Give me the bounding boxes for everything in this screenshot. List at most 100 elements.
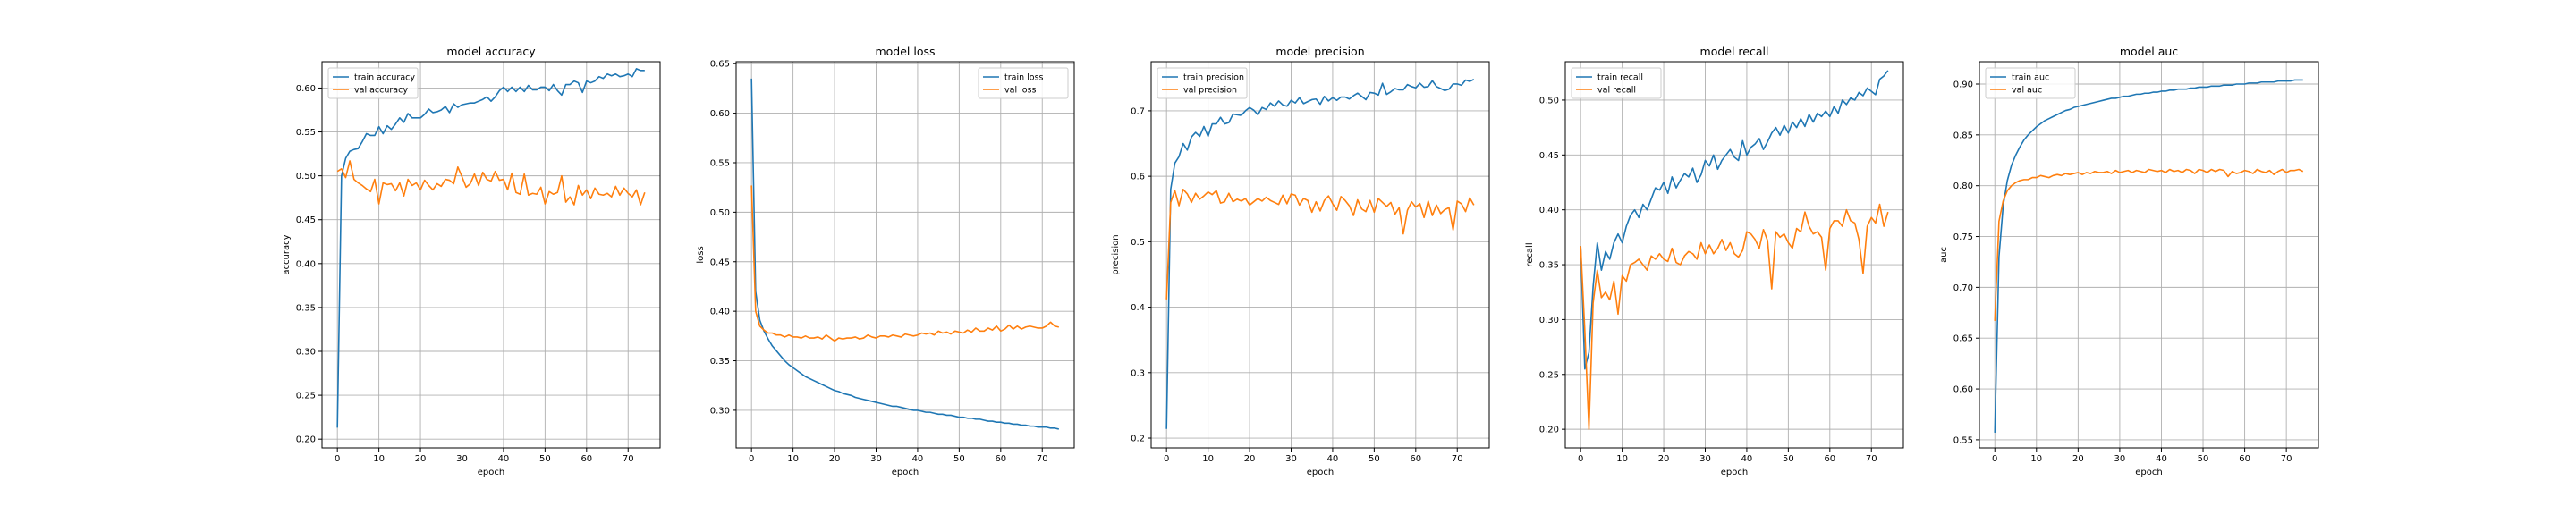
legend: train accuracy val accuracy <box>327 67 419 99</box>
x-tick-label: 70 <box>1037 454 1048 464</box>
x-axis-label: epoch <box>1307 468 1334 477</box>
y-tick-label: 0.45 <box>296 215 316 225</box>
series-line-val-recall <box>1580 203 1889 430</box>
series-line-val-precision <box>1165 188 1475 300</box>
x-tick-label: 50 <box>1783 454 1794 464</box>
series-line-train-recall <box>1580 70 1889 370</box>
x-tick-label: 0 <box>1992 454 1997 464</box>
legend-entry: val precision <box>1183 86 1237 96</box>
y-tick-label: 0.30 <box>1539 316 1559 325</box>
y-tick-label: 0.45 <box>710 258 730 267</box>
y-tick-label: 0.60 <box>296 84 316 94</box>
x-tick-label: 60 <box>1824 454 1835 464</box>
chart-title: model accuracy <box>446 45 536 58</box>
legend-box <box>1985 67 2076 99</box>
x-axis-label: epoch <box>892 468 919 477</box>
chart-title: model loss <box>875 45 935 58</box>
legend-box <box>1571 67 1662 99</box>
x-tick-label: 10 <box>2030 454 2042 464</box>
x-tick-label: 50 <box>1368 454 1380 464</box>
legend-entry: val auc <box>2012 86 2042 96</box>
legend: train precision val precision <box>1157 67 1248 99</box>
y-axis-label: accuracy <box>282 234 292 274</box>
y-tick-label: 0.90 <box>1953 80 1973 90</box>
y-tick-label: 0.3 <box>1131 368 1145 378</box>
legend-entry: train precision <box>1183 73 1244 83</box>
y-tick-label: 0.6 <box>1131 173 1145 182</box>
x-tick-label: 0 <box>749 454 754 464</box>
x-tick-label: 10 <box>787 454 799 464</box>
legend-entry: train accuracy <box>354 73 415 83</box>
series-line-train-loss <box>750 78 1060 430</box>
y-tick-label: 0.50 <box>1539 96 1559 106</box>
chart-recall: 0 10 20 30 40 50 60 70 0.20 0.25 0.30 0.35 0.40 0.45 0… <box>1525 45 1904 477</box>
series-line-val-loss <box>750 185 1060 342</box>
y-tick-label: 0.20 <box>296 435 316 445</box>
y-tick-label: 0.70 <box>1953 283 1973 293</box>
x-tick-label: 10 <box>1616 454 1628 464</box>
x-tick-label: 50 <box>539 454 551 464</box>
y-tick-label: 0.4 <box>1131 303 1145 313</box>
x-tick-label: 30 <box>870 454 882 464</box>
legend-entry: train recall <box>1597 73 1643 83</box>
y-tick-label: 0.55 <box>296 128 316 138</box>
legend-entry: train auc <box>2012 73 2049 83</box>
plot-frame <box>321 61 661 449</box>
x-axis-label: epoch <box>2135 468 2162 477</box>
x-tick-label: 30 <box>2114 454 2126 464</box>
legend: train loss val loss <box>978 67 1069 99</box>
series-line-val-accuracy <box>336 160 646 206</box>
x-tick-label: 40 <box>1327 454 1339 464</box>
x-tick-label: 70 <box>623 454 634 464</box>
x-tick-label: 0 <box>1578 454 1583 464</box>
y-tick-label: 0.60 <box>1953 385 1973 395</box>
chart-title: model precision <box>1275 45 1364 58</box>
y-tick-label: 0.75 <box>1953 232 1973 242</box>
x-tick-label: 0 <box>1164 454 1169 464</box>
y-tick-label: 0.25 <box>1539 370 1559 380</box>
y-tick-label: 0.35 <box>296 303 316 313</box>
chart-title: model auc <box>2120 45 2178 58</box>
y-tick-label: 0.40 <box>1539 206 1559 215</box>
y-tick-label: 0.40 <box>296 259 316 269</box>
x-tick-label: 40 <box>1741 454 1753 464</box>
x-tick-label: 20 <box>1244 454 1256 464</box>
y-tick-label: 0.25 <box>296 392 316 401</box>
x-tick-label: 10 <box>373 454 385 464</box>
legend-box <box>327 67 419 99</box>
series-line-train-precision <box>1165 79 1475 429</box>
x-tick-label: 60 <box>580 454 592 464</box>
x-tick-label: 70 <box>1452 454 1463 464</box>
plot-frame <box>1979 61 2319 449</box>
y-tick-label: 0.50 <box>710 208 730 218</box>
y-tick-label: 0.55 <box>710 158 730 168</box>
x-tick-label: 50 <box>953 454 965 464</box>
legend-entry: train loss <box>1004 73 1044 83</box>
y-axis-label: loss <box>696 246 706 263</box>
y-tick-label: 0.7 <box>1131 106 1145 116</box>
y-tick-label: 0.35 <box>710 357 730 367</box>
y-tick-label: 0.60 <box>710 109 730 119</box>
chart-title: model recall <box>1700 45 1769 58</box>
x-tick-label: 40 <box>498 454 510 464</box>
chart-loss: 0 10 20 30 40 50 60 70 0.30 0.35 0.40 0.45 0.50 0.55 0… <box>696 45 1075 477</box>
legend-box <box>978 67 1069 99</box>
series-line-val-auc <box>1994 168 2304 321</box>
x-tick-label: 30 <box>456 454 468 464</box>
y-tick-label: 0.85 <box>1953 131 1973 140</box>
plot-frame <box>1150 61 1490 449</box>
y-tick-label: 0.30 <box>710 406 730 416</box>
plot-frame <box>1564 61 1904 449</box>
chart-accuracy: 0 10 20 30 40 50 60 70 0.20 0.25 0.30 0.35 0.40 0.45 0… <box>282 45 661 477</box>
legend-box <box>1157 67 1248 99</box>
chart-auc: 0 10 20 30 40 50 60 70 0.55 0.60 0.65 0.70 0.75 0.80 0… <box>1939 45 2319 477</box>
x-tick-label: 0 <box>335 454 340 464</box>
y-tick-label: 0.45 <box>1539 151 1559 161</box>
x-tick-label: 20 <box>829 454 841 464</box>
series-line-train-auc <box>1994 79 2303 433</box>
plot-frame <box>735 61 1075 449</box>
y-tick-label: 0.5 <box>1131 238 1145 248</box>
x-tick-label: 20 <box>1658 454 1670 464</box>
